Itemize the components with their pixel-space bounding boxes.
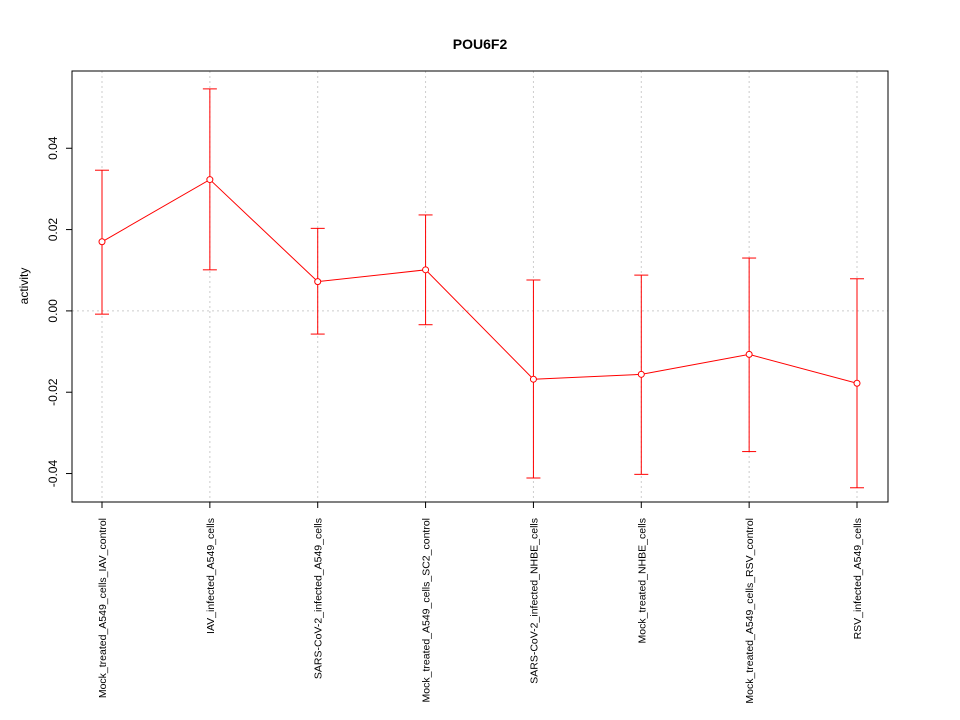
y-tick-label: -0.02 xyxy=(46,378,60,406)
data-point xyxy=(853,379,861,387)
grid xyxy=(72,71,888,502)
x-tick-label: IAV_infected_A549_cells xyxy=(205,518,217,634)
x-ticks: Mock_treated_A549_cells_IAV_control IAV_i… xyxy=(97,502,864,704)
x-tick-label: Mock_treated_A549_cells_IAV_control xyxy=(97,518,109,698)
y-axis-label: activity xyxy=(17,268,31,305)
data-point xyxy=(422,266,430,274)
x-tick-label: Mock_treated_A549_cells_RSV_control xyxy=(744,518,756,704)
data-point xyxy=(745,350,753,358)
x-tick-label: Mock_treated_A549_cells_SC2_control xyxy=(421,518,433,702)
data-point xyxy=(206,176,214,184)
data-point xyxy=(637,370,645,378)
chart-title: POU6F2 xyxy=(453,36,508,52)
x-tick-label: SARS-CoV-2_infected_NHBE_cells xyxy=(528,518,540,684)
y-tick-label: 0.04 xyxy=(46,136,60,160)
data-point xyxy=(314,278,322,286)
plot-frame xyxy=(71,70,889,503)
series-polyline xyxy=(101,178,858,384)
data-point xyxy=(98,238,106,246)
y-tick-label: 0.00 xyxy=(46,299,60,323)
x-tick-label: Mock_treated_NHBE_cells xyxy=(636,518,648,643)
data-point xyxy=(529,375,537,383)
y-tick-label: -0.04 xyxy=(46,460,60,488)
data-points xyxy=(98,176,861,387)
y-ticks: -0.04 -0.02 0.00 0.02 0.04 xyxy=(46,136,72,487)
x-tick-label: SARS-CoV-2_infected_A549_cells xyxy=(313,518,325,679)
y-tick-label: 0.02 xyxy=(46,218,60,242)
series-line xyxy=(101,178,858,384)
x-tick-label: RSV_infected_A549_cells xyxy=(852,518,864,639)
